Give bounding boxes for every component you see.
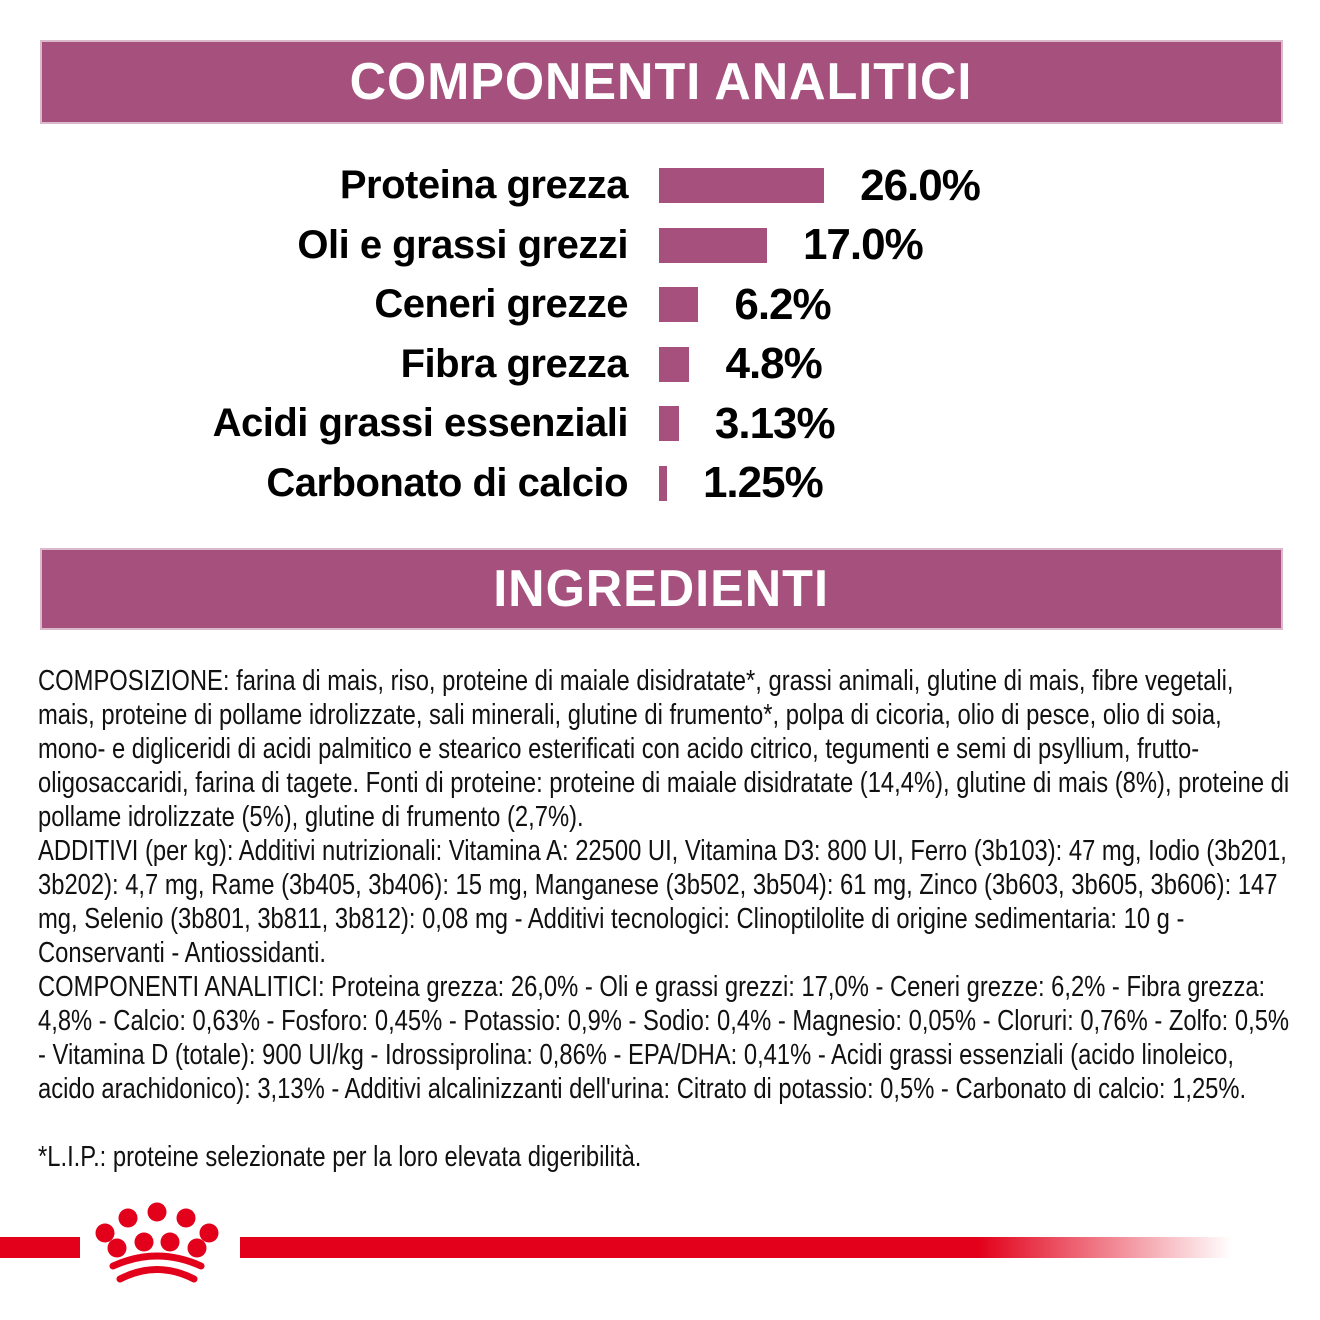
chart-category-label: Proteina grezza [339, 163, 629, 208]
componenti-analitici-title: COMPONENTI ANALITICI [350, 53, 973, 111]
chart-category-label: Fibra grezza [400, 341, 629, 386]
chart-bar [659, 227, 767, 263]
chart-value-label: 1.25% [702, 458, 824, 508]
componenti-analitici-header: COMPONENTI ANALITICI [40, 40, 1283, 124]
chart-value-label: 26.0% [860, 160, 981, 210]
chart-value-label: 6.2% [734, 279, 831, 329]
ingredienti-header: INGREDIENTI [40, 548, 1283, 630]
lip-footnote: *L.I.P.: proteine selezionate per la lor… [38, 1141, 642, 1173]
chart-row: Proteina grezza 26.0% [38, 156, 1283, 216]
ingredients-text-block: COMPOSIZIONE: farina di mais, riso, prot… [38, 664, 1292, 1174]
componenti-analitici-paragraph: COMPONENTI ANALITICI: Proteina grezza: 2… [38, 971, 1290, 1105]
ingredienti-title: INGREDIENTI [493, 560, 830, 618]
chart-bar [659, 406, 679, 442]
chart-category-label: Oli e grassi grezzi [297, 222, 628, 267]
chart-bar [659, 346, 690, 382]
chart-row: Fibra grezza 4.8% [38, 335, 1283, 395]
chart-category-label: Carbonato di calcio [266, 460, 628, 505]
analytic-components-chart: Proteina grezza 26.0% Oli e grassi grezzi 1… [38, 156, 1283, 513]
chart-value-label: 17.0% [802, 220, 924, 270]
chart-row: Acidi grassi essenziali 3.13% [38, 394, 1283, 454]
chart-value-label: 4.8% [725, 339, 822, 389]
chart-bar [659, 287, 699, 323]
chart-row: Carbonato di calcio 1.25% [38, 454, 1283, 514]
royal-canin-crown-icon [95, 1202, 219, 1283]
composizione-paragraph: COMPOSIZIONE: farina di mais, riso, prot… [38, 665, 1290, 833]
chart-row: Ceneri grezze 6.2% [38, 275, 1283, 335]
chart-category-label: Acidi grassi essenziali [212, 401, 629, 446]
ingredients-text: COMPOSIZIONE: farina di mais, riso, prot… [38, 664, 1292, 1174]
chart-row: Oli e grassi grezzi 17.0% [38, 216, 1283, 276]
chart-bar [659, 168, 825, 204]
brand-divider-line [0, 1237, 1238, 1258]
chart-category-label: Ceneri grezze [374, 282, 628, 327]
additivi-paragraph: ADDITIVI (per kg): Additivi nutrizionali… [38, 835, 1287, 969]
chart-bar [659, 465, 667, 501]
chart-value-label: 3.13% [714, 398, 836, 448]
